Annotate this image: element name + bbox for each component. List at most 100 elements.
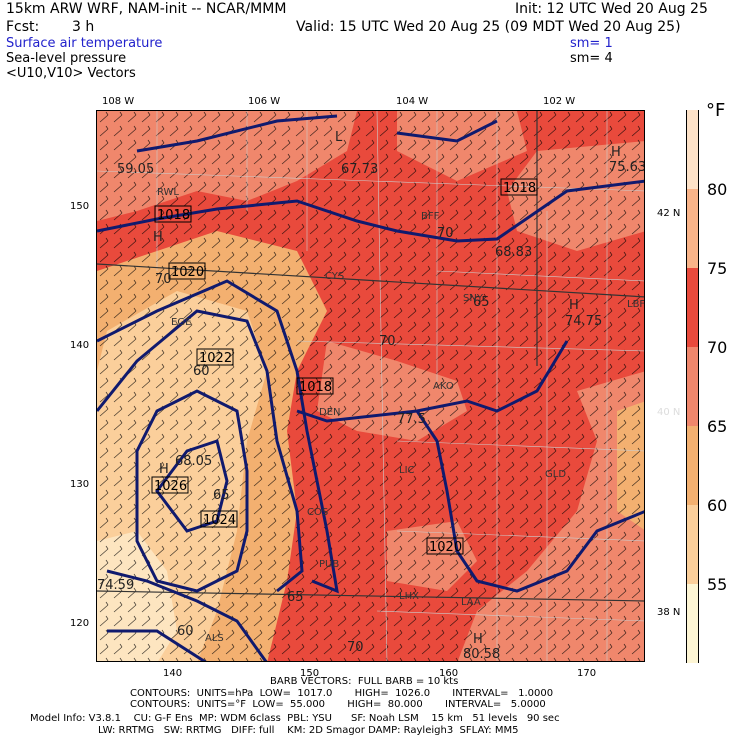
lat-label-42n: 42 N — [657, 208, 681, 219]
isobar-label: 1018 — [299, 380, 332, 395]
temp-label: 68.05 — [175, 454, 212, 469]
temp-label: 70 — [379, 334, 396, 349]
temp-label: 75.63 — [609, 160, 645, 175]
station-rwl: RWL — [157, 187, 179, 198]
temp-label: 65 — [473, 295, 490, 310]
grid-y-150: 150 — [70, 201, 90, 212]
colorbar-label-55: 55 — [707, 575, 728, 594]
temp-label: 68.83 — [495, 245, 532, 260]
temp-label: 80.58 — [463, 647, 500, 662]
isobars — [97, 114, 644, 661]
high-marker: H — [611, 145, 621, 160]
colorbar-label-60: 60 — [707, 496, 728, 515]
fcst-value: 3 h — [72, 19, 95, 35]
wind-vectors — [97, 111, 644, 661]
temp-label: 70 — [155, 272, 172, 287]
isobar-label: 1020 — [429, 540, 462, 555]
valid-time: Valid: 15 UTC Wed 20 Aug 25 (09 MDT Wed … — [296, 19, 681, 35]
grid-y-120: 120 — [70, 618, 90, 629]
station-als: ALS — [205, 633, 224, 644]
high-marker: H — [159, 462, 169, 477]
colorbar-unit: °F — [706, 100, 726, 121]
state-borders — [97, 111, 644, 602]
colorbar-band — [686, 505, 699, 584]
station-labels: RWL BFF CYS SNY LBF AKO DEN COS GLD PUB … — [157, 187, 645, 644]
station-lbf: LBF — [627, 299, 645, 310]
fcst-label: Fcst: — [6, 19, 40, 35]
colorbar-label-70: 70 — [707, 338, 728, 357]
station-lhx: LHX — [399, 591, 419, 602]
high-marker: H — [473, 632, 483, 647]
field-vectors: <U10,V10> Vectors — [6, 66, 136, 81]
grid-x-170: 170 — [577, 668, 597, 679]
station-cys: CYS — [325, 271, 344, 282]
temp-label: 74.75 — [565, 314, 602, 329]
field-pressure-smoothing: sm= 4 — [570, 51, 613, 66]
lat-label-40n: 40 N — [657, 407, 681, 418]
grid-x-160: 160 — [439, 668, 459, 679]
map-canvas: 1018 1018 1020 1022 1018 1026 1024 1020 … — [97, 111, 645, 662]
county-lines — [97, 111, 644, 661]
station-den: DEN — [319, 407, 341, 418]
colorbar-band — [686, 189, 699, 268]
temperature-labels: 59.05 67.73 75.63 68.83 74.75 77.5 68.05… — [97, 160, 645, 662]
isobar-label: 1024 — [203, 513, 236, 528]
field-pressure: Sea-level pressure — [6, 51, 127, 66]
colorbar-label-75: 75 — [707, 259, 728, 278]
temp-label: 77.5 — [397, 412, 426, 427]
temp-label: 70 — [347, 640, 364, 655]
temp-label: 74.59 — [97, 578, 134, 593]
lon-label-104w: 104 W — [396, 96, 429, 107]
field-temperature: Surface air temperature — [6, 36, 163, 51]
station-pub: PUB — [319, 559, 339, 570]
footer-barbs: BARB VECTORS: FULL BARB = 10 kts — [270, 676, 459, 687]
station-lic: LIC — [399, 465, 415, 476]
temp-label: 59.05 — [117, 162, 154, 177]
colorbar-label-80: 80 — [707, 180, 728, 199]
colorbar-band — [686, 110, 699, 189]
station-ako: AKO — [433, 381, 454, 392]
isobar-label: 1018 — [503, 181, 536, 196]
isobar-label: 1018 — [157, 208, 190, 223]
station-bff: BFF — [421, 211, 440, 222]
colorbar-band — [686, 584, 699, 663]
grid-y-130: 130 — [70, 479, 90, 490]
isobar-label: 1026 — [154, 479, 187, 494]
station-gld: GLD — [545, 469, 566, 480]
station-cos: COS — [307, 507, 328, 518]
colorbar-band — [686, 426, 699, 505]
temp-label: 65 — [213, 488, 230, 503]
isobar-labels: 1018 1018 1020 1022 1018 1026 1024 1020 — [151, 178, 538, 555]
lon-label-108w: 108 W — [102, 96, 135, 107]
init-time: Init: 12 UTC Wed 20 Aug 25 — [515, 1, 708, 17]
station-sny: SNY — [463, 293, 484, 304]
model-title: 15km ARW WRF, NAM-init -- NCAR/MMM — [6, 1, 287, 17]
station-laa: LAA — [461, 597, 481, 608]
station-ege: EGE — [171, 317, 191, 328]
grid-y-140: 140 — [70, 340, 90, 351]
temp-label: 65 — [287, 590, 304, 605]
colorbar-label-65: 65 — [707, 417, 728, 436]
lon-label-106w: 106 W — [248, 96, 281, 107]
isobar-label: 1022 — [199, 351, 232, 366]
isobar-label: 1020 — [171, 265, 204, 280]
footer-contours-temperature: CONTOURS: UNITS=°F LOW= 55.000 HIGH= 80.… — [130, 699, 546, 710]
grid-x-140: 140 — [163, 668, 183, 679]
low-marker: L — [335, 130, 343, 145]
temp-label: 60 — [193, 364, 210, 379]
high-marker: H — [569, 298, 579, 313]
pressure-centers: H H H H H L — [153, 130, 621, 647]
temp-label: 70 — [437, 226, 454, 241]
grid-x-150: 150 — [300, 668, 320, 679]
footer-model-info: Model Info: V3.8.1 CU: G-F Ens MP: WDM 6… — [30, 713, 560, 724]
temp-label: 67.73 — [341, 162, 378, 177]
footer-physics-info: LW: RRTMG SW: RRTMG DIFF: full KM: 2D Sm… — [98, 725, 519, 736]
footer-contours-pressure: CONTOURS: UNITS=hPa LOW= 1017.0 HIGH= 10… — [130, 688, 554, 699]
lon-label-102w: 102 W — [543, 96, 576, 107]
temp-label: 60 — [177, 624, 194, 639]
forecast-map: 1018 1018 1020 1022 1018 1026 1024 1020 … — [96, 110, 645, 662]
field-temperature-smoothing: sm= 1 — [570, 36, 613, 51]
high-marker: H — [153, 230, 163, 245]
colorbar-band — [686, 347, 699, 426]
colorbar-band — [686, 268, 699, 347]
